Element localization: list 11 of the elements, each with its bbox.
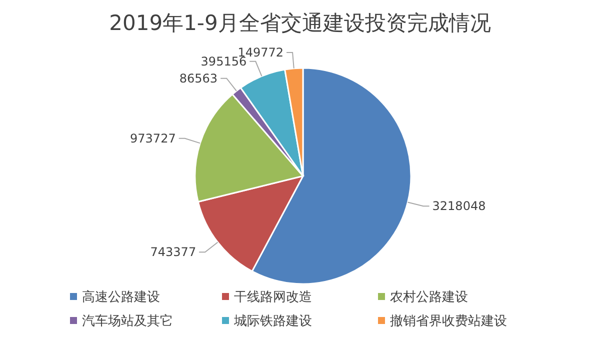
legend-label: 农村公路建设	[390, 290, 468, 305]
data-label: 973727	[130, 131, 176, 146]
data-label: 743377	[150, 245, 196, 260]
legend-label: 干线路网改造	[234, 290, 312, 305]
data-label: 86563	[179, 71, 218, 86]
legend-label: 城际铁路建设	[233, 314, 312, 329]
legend-label: 汽车场站及其它	[82, 313, 173, 329]
legend-label: 撤销省界收费站建设	[390, 314, 507, 329]
legend-label: 高速公路建设	[82, 289, 160, 305]
data-label: 3218048	[432, 199, 486, 214]
chart-title: 2019年1-9月全省交通建设投资完成情况	[109, 11, 491, 35]
